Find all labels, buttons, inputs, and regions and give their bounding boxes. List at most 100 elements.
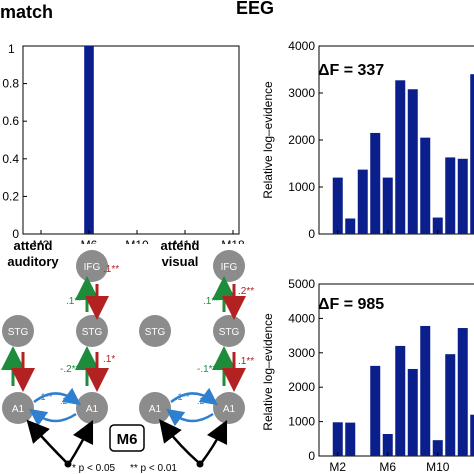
y-tick-label: 0.2 — [2, 189, 19, 203]
svg-text:IFG: IFG — [221, 262, 238, 273]
y-tick-label: 0.8 — [2, 77, 19, 91]
posterior-probability-chart: M2 M6 M10 M14 M18 0.8 0.6 0.4 0.2 0 — [2, 45, 245, 244]
arrow-lateral — [170, 387, 219, 406]
weight-label: .1** — [38, 392, 53, 402]
y-tick-label: 0 — [308, 449, 315, 463]
weight-label: .1* — [103, 354, 115, 365]
node-stg-right-left — [139, 315, 171, 347]
x-tick-label: M10 — [125, 238, 149, 244]
y-axis-label: Relative log–evidence — [261, 81, 275, 199]
plot-frame — [22, 45, 240, 235]
eeg-evidence-chart-bottom: Relative log–evidence ΔF = 985 M2M6M10M1… — [261, 277, 474, 474]
node-a1-right-right — [213, 392, 245, 424]
node-ifg-right — [213, 250, 245, 282]
weight-label: .2** — [60, 396, 75, 406]
x-tick-label: M6 — [81, 238, 98, 244]
y-tick-label: 5000 — [288, 277, 315, 291]
bar-M6 — [84, 46, 94, 234]
weight-label: .1** — [238, 356, 254, 367]
bar-M13 — [470, 74, 474, 234]
bar-M9 — [420, 325, 431, 456]
node-a1-left-right — [76, 392, 108, 424]
arrow-lateral — [28, 408, 77, 427]
weight-label: -.1** — [197, 364, 217, 375]
y-tick-label: 0.6 — [2, 114, 19, 128]
x-tick-label: M14 — [173, 238, 197, 244]
input-node-right — [196, 460, 204, 468]
attend-visual-label-1: attend — [161, 238, 200, 253]
arrow-lateral — [165, 408, 214, 427]
bar-M11 — [445, 354, 456, 456]
stray-y-axis-fragment: 1 — [8, 42, 15, 56]
weight-label: .1** — [175, 392, 190, 402]
svg-text:A1: A1 — [149, 404, 162, 415]
node-stg-left-right — [76, 315, 108, 347]
weight-label: .1** — [66, 296, 82, 307]
bar-M6 — [382, 433, 393, 456]
x-tick-label: M10 — [426, 238, 450, 240]
node-a1-right-left — [139, 392, 171, 424]
bar-M7 — [395, 80, 406, 234]
bar-M4 — [357, 169, 368, 234]
attend-auditory-label-1: attend — [14, 238, 53, 253]
x-tick-label: M2 — [33, 238, 50, 244]
svg-text:STG: STG — [8, 327, 29, 338]
delta-f-annotation: ΔF = 337 — [318, 62, 384, 79]
input-node-left — [64, 460, 72, 468]
significance-legend-1: * p < 0.05 — [72, 463, 116, 474]
svg-text:STG: STG — [219, 327, 240, 338]
svg-text:STG: STG — [145, 327, 166, 338]
y-tick-label: 0 — [12, 227, 19, 241]
y-tick-label: 2000 — [288, 380, 315, 394]
node-ifg-left — [76, 250, 108, 282]
bar-M3 — [345, 422, 356, 456]
bar-M10 — [432, 440, 443, 456]
bar-M11 — [445, 157, 456, 234]
weight-label: .1** — [103, 264, 119, 275]
node-stg-right-right — [213, 315, 245, 347]
svg-text:STG: STG — [82, 327, 103, 338]
bar-M2 — [332, 422, 343, 456]
delta-f-annotation: ΔF = 985 — [318, 296, 384, 313]
bar-M3 — [345, 218, 356, 234]
y-tick-label: 4000 — [288, 39, 315, 53]
x-tick-label: M2 — [329, 460, 346, 474]
eeg-evidence-chart-top: Relative log–evidence ΔF = 337 M2M6M10M1… — [261, 39, 474, 240]
attend-visual-label-2: visual — [162, 254, 199, 269]
x-tick-label: M10 — [426, 460, 450, 474]
svg-text:A1: A1 — [86, 404, 99, 415]
bar-M10 — [432, 217, 443, 234]
y-tick-label: 1000 — [288, 415, 315, 429]
y-tick-label: 2000 — [288, 133, 315, 147]
bar-M12 — [457, 328, 468, 456]
bar-M5 — [370, 365, 381, 456]
y-tick-label: 0.4 — [2, 152, 19, 166]
bar-M5 — [370, 132, 381, 234]
y-tick-label: 0 — [308, 227, 315, 240]
attend-auditory-label-2: auditory — [7, 254, 59, 269]
weight-label: -.2** — [60, 364, 80, 375]
panel-title-match: match — [0, 2, 54, 22]
network-diagram: attend auditory attend visual IFG STG ST… — [1, 238, 254, 474]
y-tick-label: 1000 — [288, 180, 315, 194]
panel-title-eeg: EEG — [236, 0, 275, 18]
arrow-lateral — [33, 387, 82, 406]
input-arrow — [200, 419, 228, 463]
input-arrow — [68, 419, 94, 463]
node-a1-left-left — [2, 392, 34, 424]
bar-M6 — [382, 177, 393, 234]
svg-text:IFG: IFG — [84, 262, 101, 273]
input-arrow — [26, 419, 67, 463]
y-tick-label: 4000 — [288, 311, 315, 325]
weight-label: .2** — [197, 396, 212, 406]
x-tick-label: M18 — [221, 238, 245, 244]
model-label: M6 — [117, 431, 138, 448]
x-tick-label: M6 — [379, 460, 396, 474]
y-tick-label: 3000 — [288, 346, 315, 360]
bar-M2 — [332, 177, 343, 234]
y-tick-label: 3000 — [288, 86, 315, 100]
model-label-box — [109, 424, 145, 452]
weight-label: .1** — [203, 296, 219, 307]
x-tick-label: M6 — [379, 238, 396, 240]
input-arrow — [159, 419, 199, 463]
